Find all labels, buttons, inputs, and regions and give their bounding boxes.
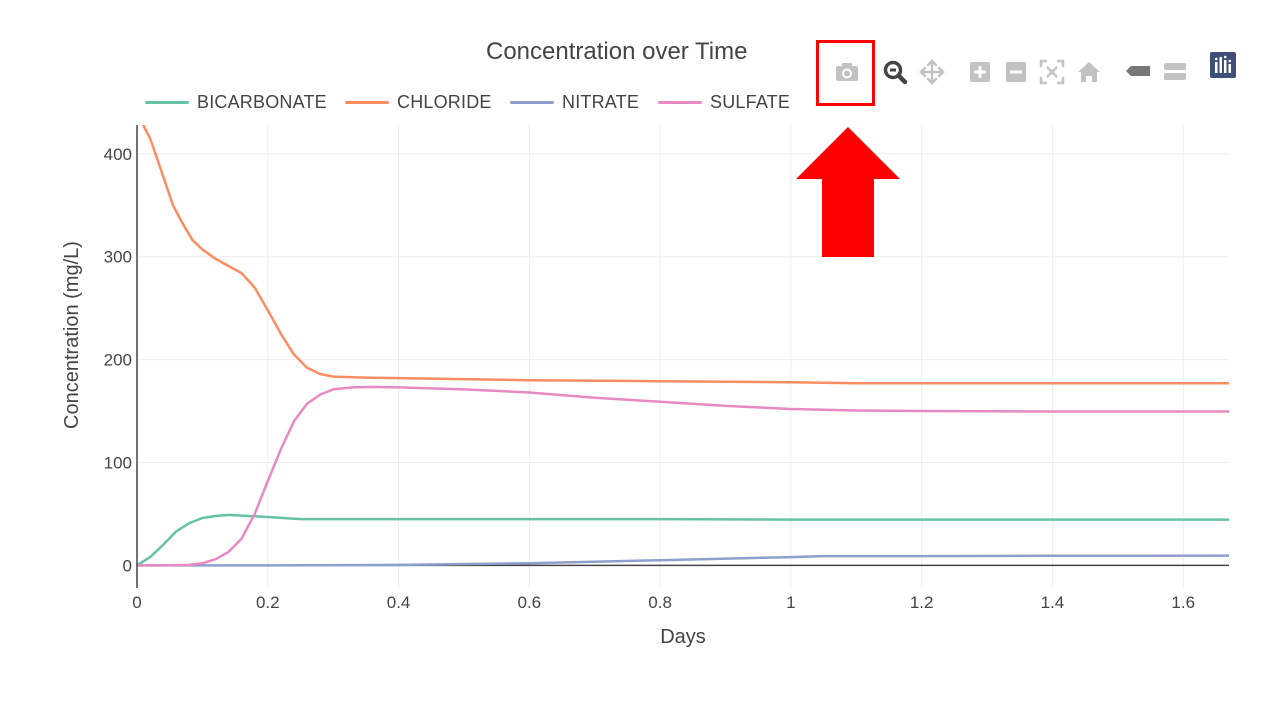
y-tick-label: 400 xyxy=(104,145,132,164)
compare-hover-icon[interactable] xyxy=(1160,57,1190,87)
zoom-in-icon[interactable] xyxy=(965,57,995,87)
x-tick-label: 0.6 xyxy=(518,593,542,612)
series-line-bicarbonate[interactable] xyxy=(137,513,1229,567)
x-tick-label: 0.2 xyxy=(256,593,280,612)
series-line-nitrate[interactable] xyxy=(137,554,1229,567)
up-arrow-annotation xyxy=(796,127,900,257)
series-line-chloride[interactable] xyxy=(137,113,1229,385)
y-tick-label: 100 xyxy=(104,453,132,472)
autoscale-icon[interactable] xyxy=(1037,57,1067,87)
x-axis-title: Days xyxy=(660,626,706,648)
legend-swatch-sulfate xyxy=(658,101,702,104)
y-tick-label: 200 xyxy=(104,351,132,370)
legend-label-chloride: CHLORIDE xyxy=(397,92,492,112)
legend-swatch-chloride xyxy=(345,101,389,104)
series-line-sulfate[interactable] xyxy=(137,385,1229,567)
x-tick-label: 1 xyxy=(786,593,795,612)
spike-lines-icon[interactable] xyxy=(1123,57,1153,87)
x-tick-label: 1.4 xyxy=(1041,593,1065,612)
legend-swatch-bicarbonate xyxy=(145,101,189,104)
legend-label-sulfate: SULFATE xyxy=(710,92,791,112)
x-tick-label: 0.4 xyxy=(387,593,411,612)
grid-lines xyxy=(137,125,1229,588)
x-tick-label: 1.2 xyxy=(910,593,934,612)
pan-icon[interactable] xyxy=(917,57,947,87)
y-tick-label: 0 xyxy=(123,556,132,575)
zoom-icon[interactable] xyxy=(880,57,910,87)
camera-icon[interactable] xyxy=(832,57,862,87)
chart-title: Concentration over Time xyxy=(486,38,748,65)
x-tick-label: 0.8 xyxy=(648,593,672,612)
x-tick-label: 1.6 xyxy=(1171,593,1195,612)
axes: 0 0.2 0.4 0.6 0.8 1 1.2 1.4 1.6 0 100 200 300 400 xyxy=(104,125,1195,612)
series-layer xyxy=(137,113,1229,567)
zoom-out-icon[interactable] xyxy=(1001,57,1031,87)
legend-label-nitrate: NITRATE xyxy=(562,92,640,112)
legend-label-bicarbonate: BICARBONATE xyxy=(197,92,327,112)
y-tick-label: 300 xyxy=(104,248,132,267)
legend-swatch-nitrate xyxy=(510,101,554,104)
y-axis-title: Concentration (mg/L) xyxy=(61,241,83,429)
plotly-logo-icon[interactable] xyxy=(1208,50,1238,80)
x-tick-label: 0 xyxy=(132,593,141,612)
home-icon[interactable] xyxy=(1074,57,1104,87)
